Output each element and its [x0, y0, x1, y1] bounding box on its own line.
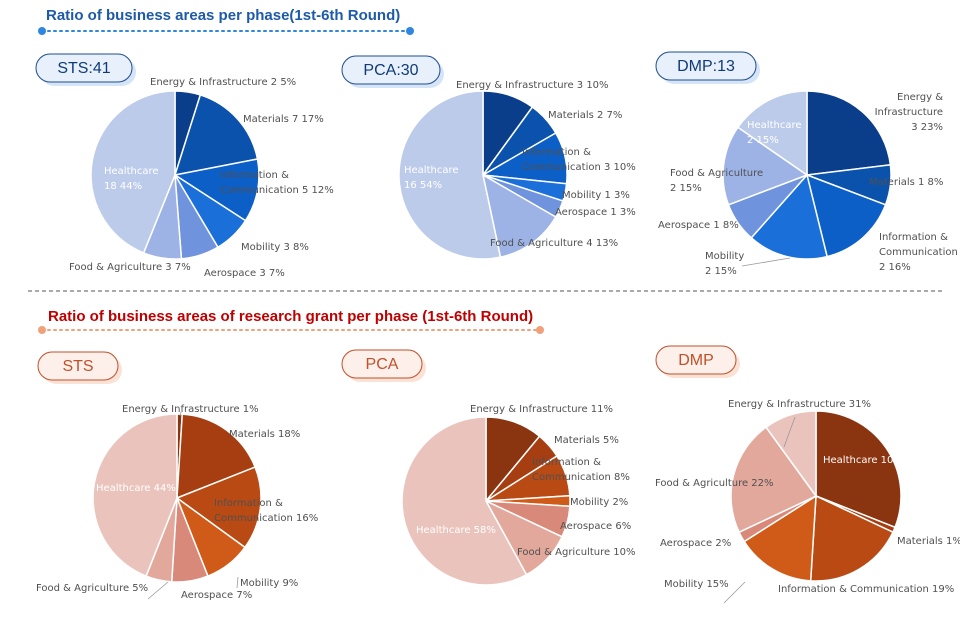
pie-slice-healthcare: [92, 413, 178, 578]
slice-label: Aerospace 6%: [560, 521, 631, 532]
pie-slice-information-and-communication: [173, 158, 260, 222]
slice-label: Mobility 1 3%: [562, 190, 630, 201]
slice-label: Food & Agriculture 5%: [36, 583, 148, 594]
pie-chart-pca-30: PCA:30 Energy & Infrastructure 3 10% Mater…: [341, 55, 636, 260]
slice-label: Materials 18%: [229, 429, 300, 440]
pie-slice-mobility: [750, 173, 829, 260]
badge-label: PCA: [366, 356, 399, 373]
leader-line: [147, 581, 169, 600]
badge-label: DMP:13: [677, 58, 735, 75]
underline-dot: [406, 27, 414, 35]
slice-label: Food & Agriculture 10%: [517, 547, 636, 558]
slice-label: Energy & Infrastructure 11%: [470, 404, 613, 415]
pie-slice-food-and-agriculture: [481, 173, 557, 259]
slice-label: Food & Agriculture 22%: [655, 478, 774, 489]
badge-label: PCA:30: [363, 62, 418, 79]
pie-slice-materials: [176, 413, 257, 500]
pie-chart-sts: STS Energy & Infrastructure 1% Materials 1…: [36, 351, 318, 601]
badge-dmp: [655, 345, 737, 375]
slice-label: Aerospace 2%: [660, 538, 731, 549]
slice-label: Energy & Infrastructure 3 10%: [456, 80, 609, 91]
slice-label: Energy & Infrastructure 2 5%: [150, 77, 296, 88]
section-title-research-grant: Ratio of business areas of research gran…: [48, 308, 533, 325]
slice-label: Aerospace 7%: [181, 590, 252, 601]
slice-label: Healthcare 58%: [416, 525, 496, 536]
pie-slice-energy-and-infrastructure: [806, 90, 892, 176]
slice-label: Aerospace 1 8%: [658, 220, 739, 231]
pie-chart-pca: PCA Energy & Infrastructure 11% Materials …: [341, 349, 636, 586]
pie-slice-food-and-agriculture: [722, 126, 809, 206]
pie-slice-healthcare: [398, 90, 502, 260]
leader-line: [179, 411, 182, 417]
slice-label: Mobility 2 15%: [705, 251, 744, 277]
slice-label: Materials 2 7%: [548, 110, 622, 121]
slice-label: Information & Communication 2 16%: [879, 232, 958, 273]
pie-slice-healthcare: [90, 90, 176, 254]
badge-dmp-13: [655, 51, 757, 81]
pie-slice-food-and-agriculture: [730, 426, 818, 534]
slice-label: Materials 1%: [897, 536, 960, 547]
slice-label: Information & Communication 3 10%: [522, 147, 636, 173]
pie-slice-information-and-communication: [175, 466, 262, 549]
slice-label: Information & Communication 8%: [532, 457, 630, 483]
pie-chart-dmp-13: DMP:13 Energy & Infrastructure 3 23% Materia…: [655, 51, 958, 277]
underline-dot: [38, 27, 46, 35]
badge-label: STS:41: [57, 60, 110, 77]
leader-line: [236, 576, 239, 589]
slice-label: Healthcare 16 54%: [404, 165, 459, 191]
slice-label: Energy & Infrastructure 1%: [122, 404, 259, 415]
pie-slice-healthcare: [764, 410, 817, 499]
slice-label: Mobility 2%: [570, 497, 628, 508]
slice-label: Healthcare 10%: [823, 455, 903, 466]
slice-label: Materials 1 8%: [869, 177, 943, 188]
underline-dot: [536, 326, 544, 334]
slice-label: Energy & Infrastructure 3 23%: [875, 92, 944, 133]
pie-slice-mobility: [743, 494, 817, 582]
badge-sts-41: [35, 53, 133, 83]
badge-pca: [341, 349, 423, 379]
slice-label: Aerospace 3 7%: [204, 268, 285, 279]
pie-slice-healthcare: [736, 90, 808, 177]
badge-pca-30: [341, 55, 441, 85]
pie-slice-information-and-communication: [805, 173, 887, 258]
pie-chart-dmp: DMP Energy & Infrastructure 31% Materials …: [655, 345, 960, 595]
leader-line: [741, 257, 791, 267]
section-title-business-areas: Ratio of business areas per phase(1st-6t…: [46, 7, 400, 24]
slice-label: Aerospace 1 3%: [555, 207, 636, 218]
slice-label: Information & Communication 16%: [214, 498, 318, 524]
leader-line: [783, 416, 796, 448]
slice-label: Mobility 9%: [240, 578, 298, 589]
slice-label: Food & Agriculture 3 7%: [69, 262, 191, 273]
slice-label: Mobility 3 8%: [241, 242, 309, 253]
pie-slice-energy-and-infrastructure: [815, 410, 902, 529]
badge-sts: [37, 351, 119, 381]
badge-label: DMP: [678, 352, 714, 369]
slice-label: Mobility 15%: [664, 579, 729, 590]
slice-label: Materials 5%: [554, 435, 619, 446]
slice-label: Healthcare 44%: [96, 483, 176, 494]
pie-charts-group: STS:41 Energy & Infrastructure 2 5% Materi…: [35, 51, 960, 604]
slice-label: Information & Communication 5 12%: [220, 170, 334, 196]
slice-label: Food & Agriculture 2 15%: [670, 168, 763, 194]
slice-label: Information & Communication 19%: [778, 584, 954, 595]
slice-label: Energy & Infrastructure 31%: [728, 399, 871, 410]
underline-dot: [38, 326, 46, 334]
badge-label: STS: [62, 358, 93, 375]
pie-chart-sts-41: STS:41 Energy & Infrastructure 2 5% Materi…: [35, 53, 334, 279]
pie-slice-materials: [173, 93, 259, 176]
pie-slice-information-and-communication: [809, 494, 894, 582]
leader-line: [723, 581, 746, 604]
slice-label: Healthcare 2 15%: [747, 120, 802, 146]
slice-label: Materials 7 17%: [243, 114, 324, 125]
slice-label: Healthcare 18 44%: [104, 166, 159, 192]
slice-label: Food & Agriculture 4 13%: [490, 238, 618, 249]
pie-slice-healthcare: [401, 416, 528, 586]
